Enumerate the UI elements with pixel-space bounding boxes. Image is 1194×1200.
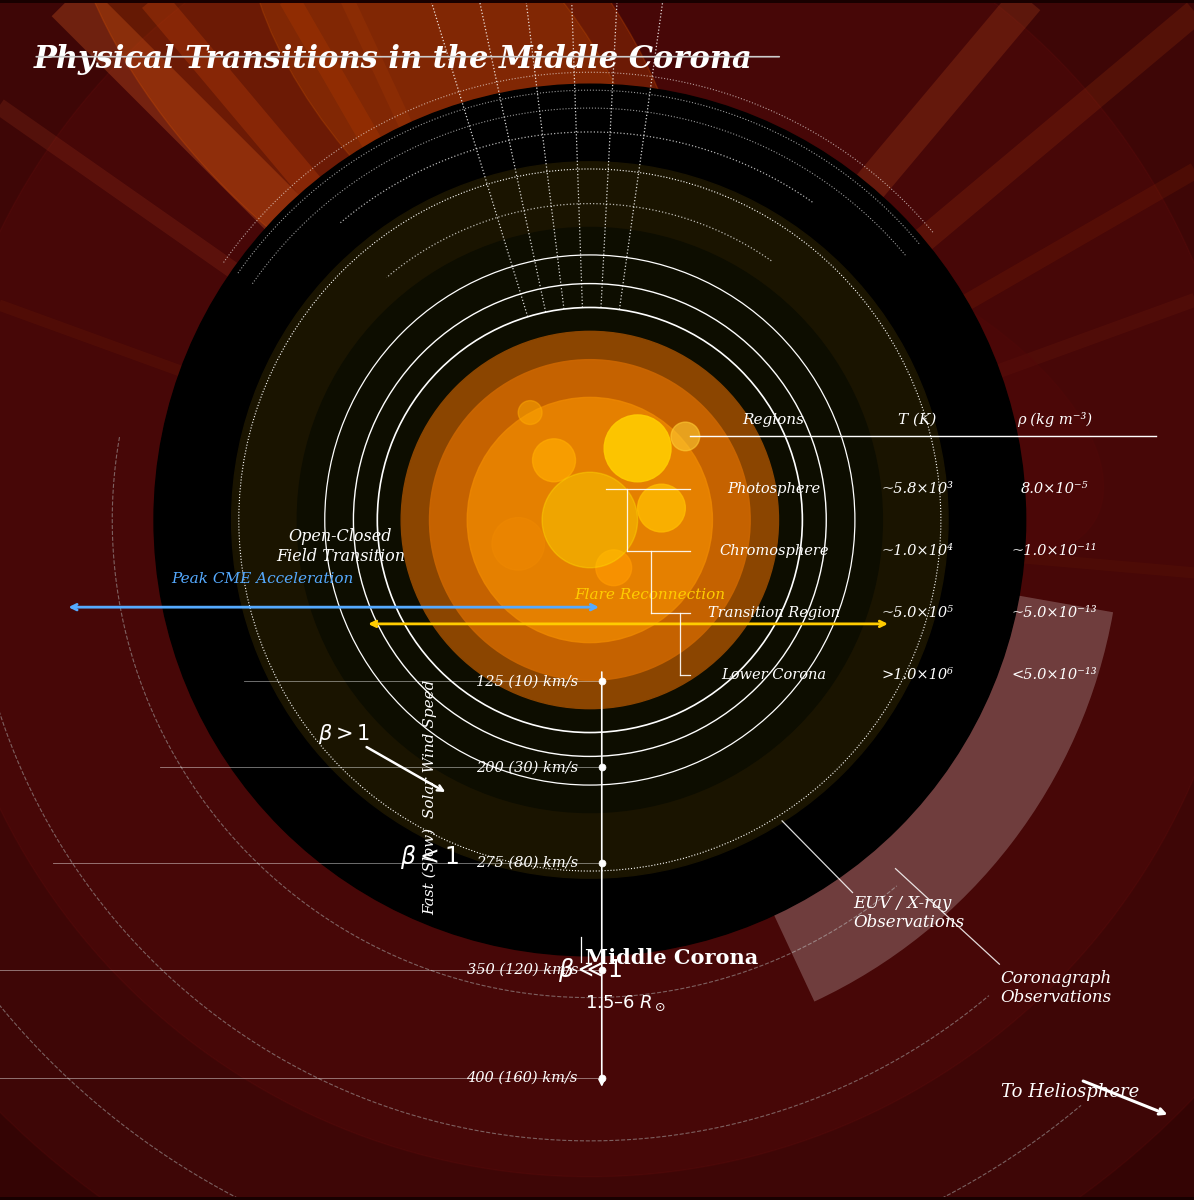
Text: Chromosphere: Chromosphere <box>719 544 829 558</box>
Text: 400 (160) km/s: 400 (160) km/s <box>467 1070 578 1085</box>
Circle shape <box>467 397 713 643</box>
Text: Coronagraph
Observations: Coronagraph Observations <box>1001 970 1112 1007</box>
Text: ~1.0×10⁻¹¹: ~1.0×10⁻¹¹ <box>1011 544 1097 558</box>
Text: ~5.0×10⁵: ~5.0×10⁵ <box>881 606 953 620</box>
Ellipse shape <box>673 242 1103 558</box>
Circle shape <box>533 439 576 481</box>
Text: 200 (30) km/s: 200 (30) km/s <box>475 760 578 774</box>
Circle shape <box>542 473 638 568</box>
Text: To Heliosphere: To Heliosphere <box>1001 1082 1139 1100</box>
Text: Physical Transitions in the Middle Corona: Physical Transitions in the Middle Coron… <box>33 43 752 74</box>
Circle shape <box>401 331 778 709</box>
Text: Transition Region: Transition Region <box>708 606 839 620</box>
Text: >1.0×10⁶: >1.0×10⁶ <box>881 668 953 683</box>
Text: Photosphere: Photosphere <box>727 482 820 496</box>
Text: EUV / X-ray
Observations: EUV / X-ray Observations <box>854 894 965 931</box>
Text: 350 (120) km/s: 350 (120) km/s <box>467 964 578 977</box>
Text: 275 (80) km/s: 275 (80) km/s <box>475 856 578 870</box>
Text: Lower Corona: Lower Corona <box>721 668 826 683</box>
Text: Regions: Regions <box>743 413 805 427</box>
Ellipse shape <box>247 0 646 289</box>
Circle shape <box>430 360 750 680</box>
Text: <5.0×10⁻¹³: <5.0×10⁻¹³ <box>1011 668 1097 683</box>
Text: 125 (10) km/s: 125 (10) km/s <box>475 674 578 688</box>
Text: $\beta < 1$: $\beta < 1$ <box>400 842 460 871</box>
Text: 8.0×10⁻⁵: 8.0×10⁻⁵ <box>1021 482 1088 496</box>
Text: Fast (Slow)  Solar Wind Speed: Fast (Slow) Solar Wind Speed <box>423 679 437 914</box>
Text: Peak CME Acceleration: Peak CME Acceleration <box>172 571 353 586</box>
Circle shape <box>638 484 685 532</box>
Circle shape <box>671 422 700 451</box>
Circle shape <box>596 550 632 586</box>
Text: Flare Reconnection: Flare Reconnection <box>574 588 725 602</box>
Text: ~1.0×10⁴: ~1.0×10⁴ <box>881 544 953 558</box>
Text: Middle Corona: Middle Corona <box>585 948 758 968</box>
Circle shape <box>492 517 544 570</box>
Text: $1.5$–$6\ R_\odot$: $1.5$–$6\ R_\odot$ <box>585 994 666 1013</box>
Wedge shape <box>739 581 1113 1002</box>
Text: $\beta > 1$: $\beta > 1$ <box>318 721 370 745</box>
Circle shape <box>518 401 542 425</box>
Circle shape <box>297 228 882 812</box>
Ellipse shape <box>63 0 687 354</box>
Circle shape <box>232 162 948 878</box>
Text: ~5.0×10⁻¹³: ~5.0×10⁻¹³ <box>1011 606 1097 620</box>
Text: Open-Closed
Field Transition: Open-Closed Field Transition <box>276 528 405 564</box>
Circle shape <box>154 84 1026 956</box>
Text: $\beta \ll 1$: $\beta \ll 1$ <box>558 956 622 984</box>
Circle shape <box>604 415 671 481</box>
Text: ρ (kg m⁻³): ρ (kg m⁻³) <box>1017 412 1091 427</box>
Text: T (K): T (K) <box>898 413 936 427</box>
Text: ~5.8×10³: ~5.8×10³ <box>881 482 953 496</box>
